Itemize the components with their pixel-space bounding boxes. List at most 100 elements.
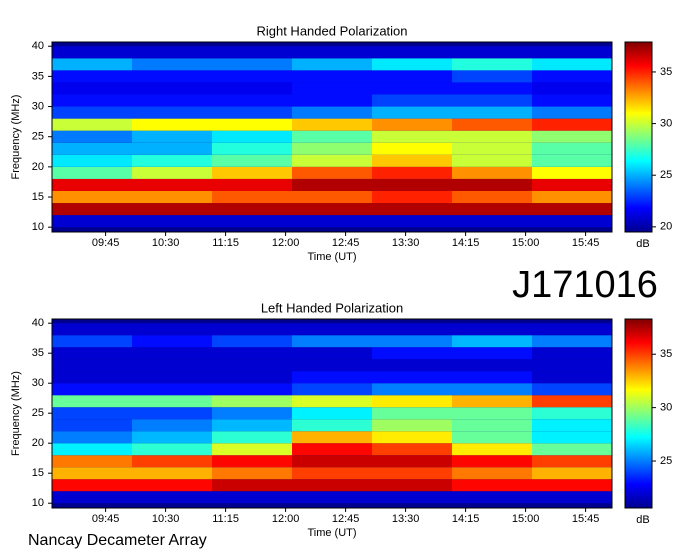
heatmap-cell: [532, 323, 612, 336]
heatmap-cell: [212, 395, 292, 408]
y-tick-label: 15: [32, 467, 44, 479]
heatmap-cell: [52, 491, 132, 504]
heatmap-cell: [292, 347, 372, 360]
heatmap-cell: [292, 335, 372, 348]
heatmap-cell: [212, 479, 292, 492]
heatmap-cell: [132, 70, 212, 83]
heatmap-cell: [532, 130, 612, 143]
heatmap-cell: [52, 106, 132, 119]
heatmap-cell: [452, 70, 532, 83]
heatmap-cell: [532, 142, 612, 155]
x-tick-label: 12:45: [332, 513, 360, 525]
heatmap-cell: [212, 203, 292, 216]
heatmap-cell: [372, 94, 452, 107]
heatmap-cell: [212, 94, 292, 107]
heatmap-cell: [532, 431, 612, 444]
heatmap-cell: [52, 359, 132, 372]
heatmap-cell: [292, 190, 372, 204]
heatmap-cell: [212, 323, 292, 336]
heatmap-cell: [372, 58, 452, 71]
footer: Nancay Decameter Array: [28, 532, 207, 549]
heatmap-cell: [452, 335, 532, 348]
heatmap-cell: [132, 467, 212, 480]
heatmap-cell: [292, 395, 372, 408]
heatmap-cell: [52, 94, 132, 107]
heatmap-cell: [132, 443, 212, 456]
y-tick-label: 10: [32, 221, 44, 233]
x-tick-label: 15:45: [572, 513, 600, 525]
heatmap-cell: [532, 154, 612, 167]
heatmap-cell: [132, 455, 212, 468]
heatmap-cell: [132, 142, 212, 155]
y-tick-label: 10: [32, 497, 44, 509]
heatmap-cell: [52, 323, 132, 336]
heatmap-cell: [372, 467, 452, 480]
heatmap-cell: [132, 118, 212, 131]
heatmap-cell: [532, 443, 612, 456]
colorbar: [624, 318, 653, 509]
heatmap-cell: [52, 467, 132, 480]
heatmap-cell: [372, 215, 452, 228]
heatmap-cell: [52, 443, 132, 456]
x-tick-label: 12:45: [332, 237, 360, 249]
heatmap-cell: [52, 142, 132, 155]
heatmap-cell: [452, 455, 532, 468]
heatmap-cell: [532, 178, 612, 191]
colorbar-tick-label: 35: [660, 348, 672, 360]
heatmap-cell: [452, 130, 532, 143]
heatmap-cell: [292, 383, 372, 396]
heatmap-cell: [212, 190, 292, 204]
heatmap-cell: [372, 82, 452, 95]
heatmap-cell: [292, 142, 372, 155]
y-tick-label: 20: [32, 437, 44, 449]
heatmap-cell: [212, 371, 292, 384]
heatmap-cell: [292, 215, 372, 228]
heatmap-cell: [52, 455, 132, 468]
heatmap-cell: [532, 94, 612, 107]
heatmap-cell: [292, 82, 372, 95]
y-tick-label: 25: [32, 131, 44, 143]
heatmap-cell: [52, 371, 132, 384]
heatmap-cell: [212, 46, 292, 59]
heatmap-cell: [52, 130, 132, 143]
heatmap-cell: [132, 347, 212, 360]
heatmap-cell: [372, 359, 452, 372]
heatmap-cell: [452, 323, 532, 336]
heatmap-cell: [212, 58, 292, 71]
heatmap-cell: [372, 419, 452, 432]
heatmap-cell: [132, 383, 212, 396]
heatmap-cell: [532, 335, 612, 348]
heatmap-cell: [132, 166, 212, 179]
heatmap-cell: [532, 203, 612, 216]
x-axis-label: Time (UT): [307, 251, 356, 263]
colorbar-tick-label: 25: [660, 455, 672, 467]
heatmap-cell: [372, 479, 452, 492]
heatmap-cell: [132, 371, 212, 384]
heatmap-cell: [292, 407, 372, 420]
heatmap-cell: [52, 190, 132, 204]
heatmap-cell: [132, 419, 212, 432]
heatmap-cell: [212, 215, 292, 228]
heatmap-cell: [452, 419, 532, 432]
heatmap-cell: [292, 455, 372, 468]
heatmap-cell: [212, 419, 292, 432]
heatmap-cell: [132, 154, 212, 167]
colorbar-tick-label: 25: [660, 169, 672, 181]
y-axis-label: Frequency (MHz): [10, 371, 22, 456]
heatmap-cell: [532, 383, 612, 396]
heatmap-cell: [292, 419, 372, 432]
heatmap-cell: [532, 166, 612, 179]
x-tick-label: 11:15: [212, 237, 239, 249]
heatmap-cell: [52, 82, 132, 95]
heatmap-cell: [452, 215, 532, 228]
heatmap-cell: [132, 178, 212, 191]
heatmap-cell: [372, 203, 452, 216]
heatmap-cell: [212, 443, 292, 456]
heatmap-cell: [292, 467, 372, 480]
heatmap-cell: [52, 154, 132, 167]
heatmap-cell: [292, 359, 372, 372]
heatmap-cell: [452, 371, 532, 384]
heatmap-cell: [212, 359, 292, 372]
heatmap-cell: [132, 407, 212, 420]
heatmap-cell: [52, 58, 132, 71]
